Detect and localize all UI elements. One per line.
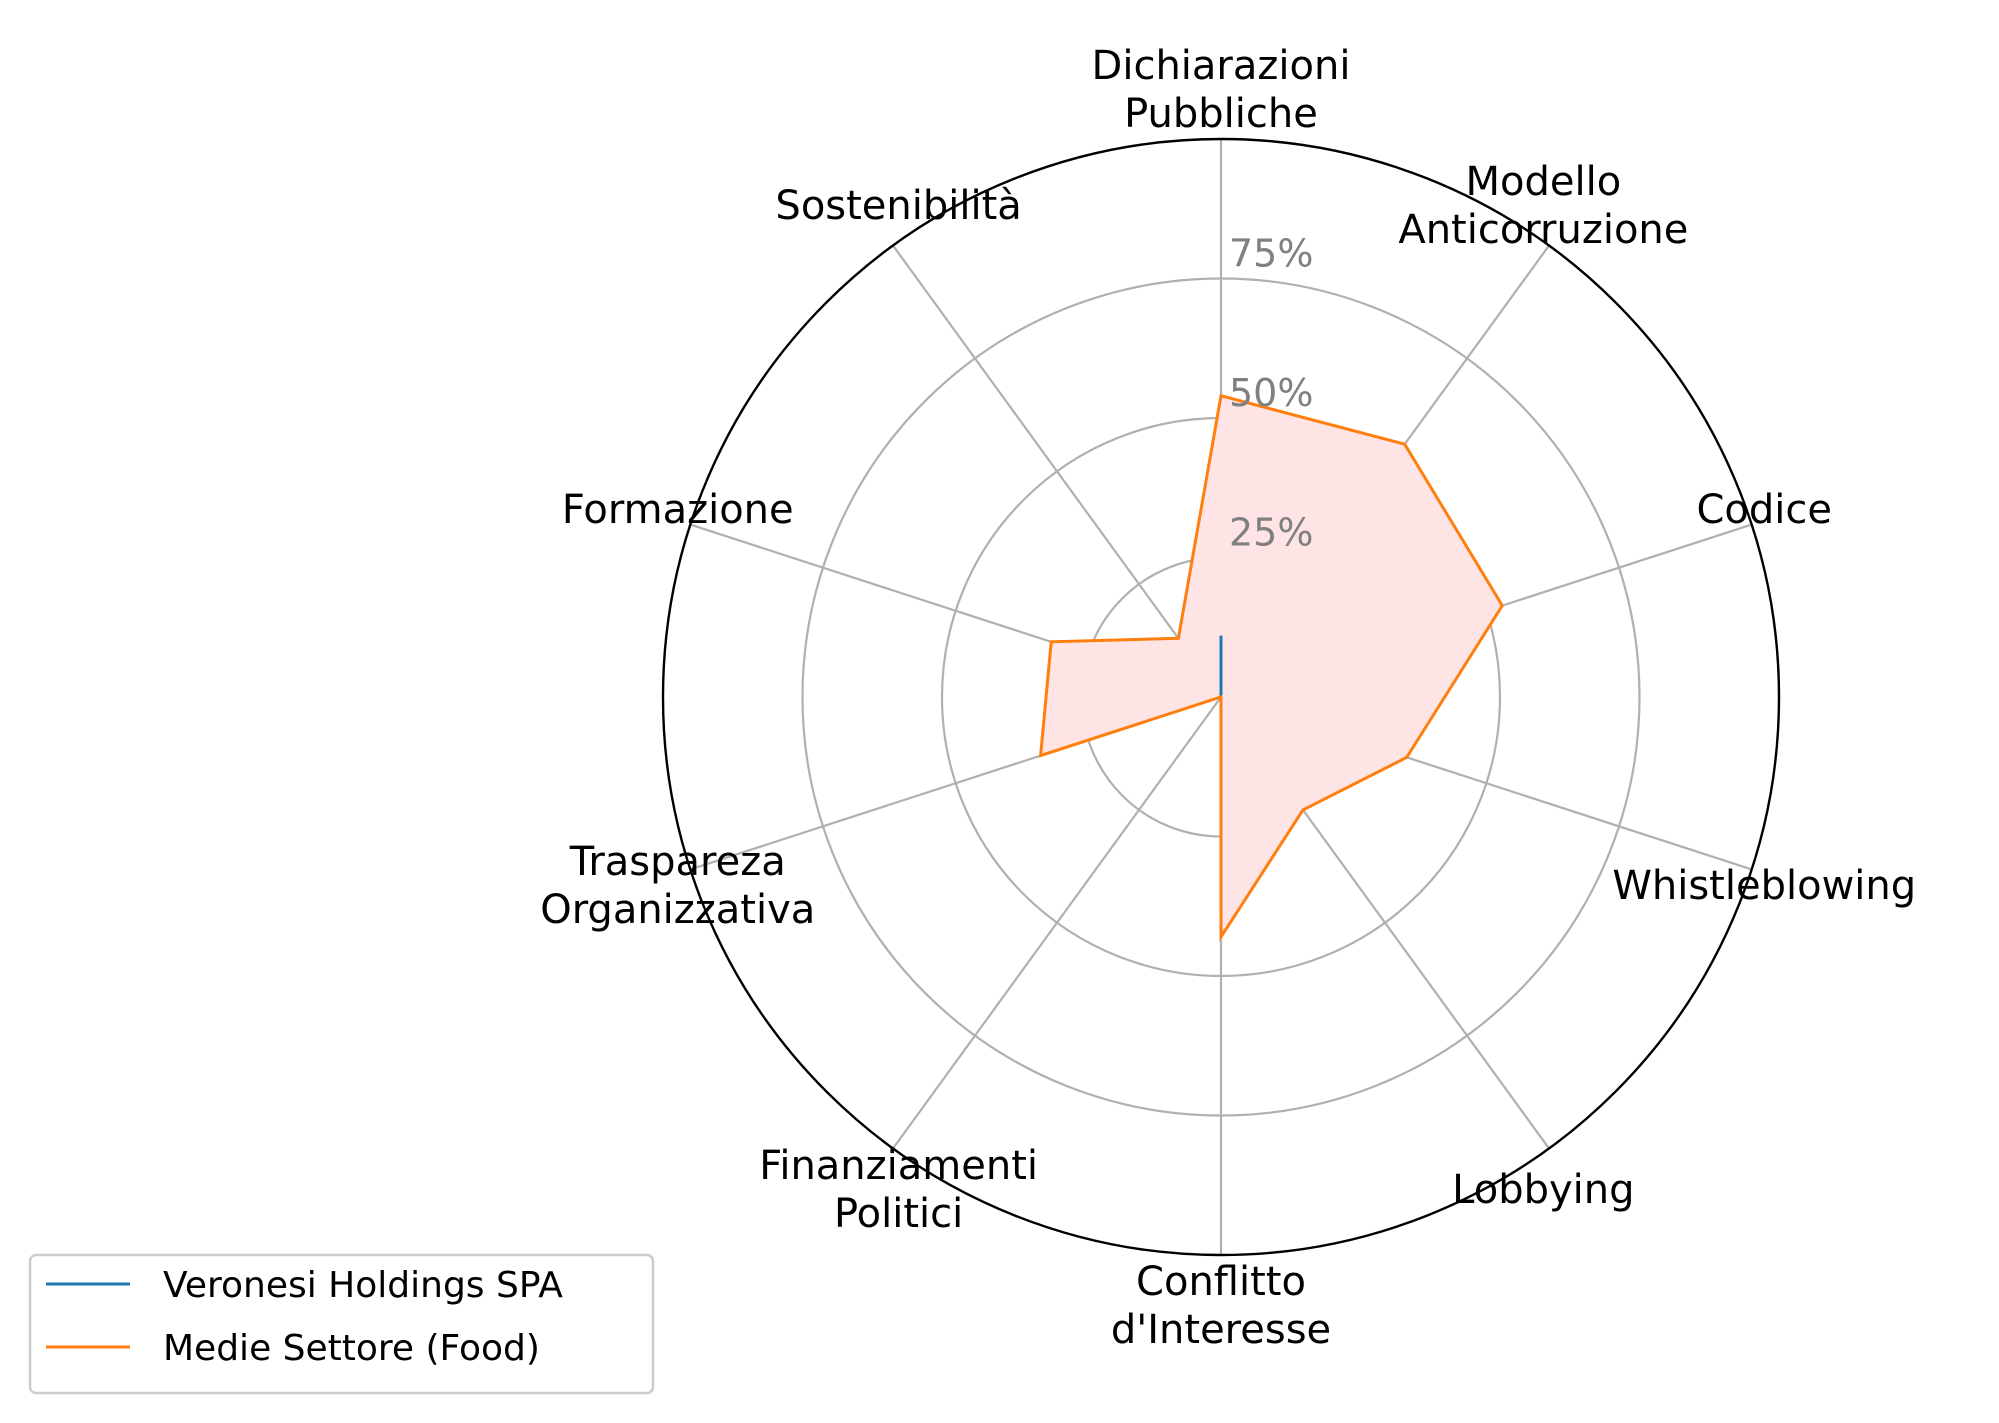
rtick-label: 50% (1229, 371, 1313, 415)
legend: Veronesi Holdings SPA Medie Settore (Food… (28, 1253, 655, 1395)
category-label-line: d'Interesse (1111, 1307, 1331, 1353)
category-label-line: Dichiarazioni (1092, 43, 1351, 89)
category-label-line: Formazione (562, 487, 794, 533)
category-label: Finanziamenti Politici (759, 1143, 1038, 1237)
category-label-line: Lobbying (1452, 1167, 1634, 1213)
category-label: Whistleblowing (1612, 863, 1916, 909)
category-label-line: Finanziamenti (759, 1143, 1038, 1189)
legend-label: Veronesi Holdings SPA (163, 1265, 563, 1306)
category-label-layer: Dichiarazioni Pubbliche Modello Anticorruzi… (540, 43, 1916, 1353)
category-label-line: Organizzativa (540, 887, 815, 933)
category-label-line: Conflitto (1136, 1259, 1306, 1305)
legend-label: Medie Settore (Food) (163, 1328, 540, 1369)
category-label: Traspareza Organizzativa (540, 839, 815, 933)
category-label-line: Sostenibilità (775, 183, 1021, 229)
category-label-line: Whistleblowing (1612, 863, 1916, 909)
polar-frame (661, 137, 1781, 1257)
category-label-line: Pubbliche (1124, 91, 1318, 137)
series-layer (1038, 393, 1505, 942)
rtick-label: 75% (1229, 232, 1313, 276)
rtick-label: 25% (1229, 511, 1313, 555)
grid-spoke (892, 244, 1222, 698)
category-label-line: Modello (1466, 159, 1622, 205)
series-line (1038, 393, 1505, 942)
category-label-line: Politici (834, 1191, 963, 1237)
category-label: Formazione (562, 487, 794, 533)
legend-box (28, 1253, 655, 1395)
category-label-line: Traspareza (569, 839, 786, 885)
category-label: Dichiarazioni Pubbliche (1092, 43, 1351, 137)
rtick-layer: 25% 50% 75% (1229, 232, 1313, 555)
series-fill (1040, 395, 1503, 937)
grid-spoke (892, 696, 1222, 1150)
category-label: Sostenibilità (775, 183, 1021, 229)
category-label-line: Anticorruzione (1398, 207, 1688, 253)
category-label: Conflitto d'Interesse (1111, 1259, 1331, 1353)
category-label: Codice (1696, 487, 1832, 533)
category-label: Modello Anticorruzione (1398, 159, 1688, 253)
category-label: Lobbying (1452, 1167, 1634, 1213)
category-label-line: Codice (1696, 487, 1832, 533)
